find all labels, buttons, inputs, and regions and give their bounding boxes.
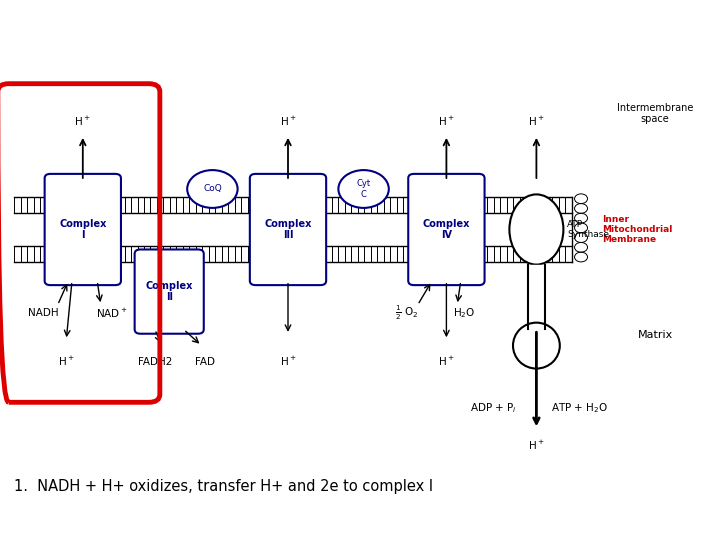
Text: H$^+$: H$^+$	[74, 115, 91, 128]
Text: NADH: NADH	[28, 308, 58, 318]
Text: H$^+$: H$^+$	[279, 355, 297, 368]
Text: CoQ: CoQ	[203, 185, 222, 193]
Text: NAD$^+$: NAD$^+$	[96, 307, 127, 320]
Text: Complex
II: Complex II	[145, 281, 193, 302]
Text: Complex
III: Complex III	[264, 219, 312, 240]
Text: H$^+$: H$^+$	[528, 115, 545, 128]
FancyBboxPatch shape	[250, 174, 326, 285]
Text: $\frac{1}{2}$ O$_2$: $\frac{1}{2}$ O$_2$	[395, 304, 418, 322]
FancyBboxPatch shape	[135, 249, 204, 334]
Text: Matrix: Matrix	[638, 330, 672, 340]
Text: H$^+$: H$^+$	[528, 439, 545, 452]
Circle shape	[338, 170, 389, 208]
Text: H$^+$: H$^+$	[438, 355, 455, 368]
Text: FAD: FAD	[195, 357, 215, 367]
Text: Complex
I: Complex I	[59, 219, 107, 240]
Text: H$^+$: H$^+$	[58, 355, 75, 368]
Ellipse shape	[513, 322, 560, 368]
Text: Intermembrane
space: Intermembrane space	[617, 103, 693, 124]
Text: ATP + H$_2$O: ATP + H$_2$O	[551, 401, 608, 415]
Text: Inner
Mitochondrial
Membrane: Inner Mitochondrial Membrane	[602, 214, 672, 245]
Circle shape	[187, 170, 238, 208]
Text: FADH2: FADH2	[138, 357, 172, 367]
Text: ADP + P$_i$: ADP + P$_i$	[469, 401, 517, 415]
Text: Complex
IV: Complex IV	[423, 219, 470, 240]
Text: H$_2$O: H$_2$O	[453, 306, 476, 320]
Text: H$^+$: H$^+$	[438, 115, 455, 128]
Text: ATP
Synthase: ATP Synthase	[567, 220, 609, 239]
FancyBboxPatch shape	[45, 174, 121, 285]
Text: 1.  NADH + H+ oxidizes, transfer H+ and 2e to complex I: 1. NADH + H+ oxidizes, transfer H+ and 2…	[14, 478, 433, 494]
Text: H$^+$: H$^+$	[279, 115, 297, 128]
Text: Cyt
C: Cyt C	[356, 179, 371, 199]
FancyBboxPatch shape	[408, 174, 485, 285]
Ellipse shape	[510, 194, 563, 265]
